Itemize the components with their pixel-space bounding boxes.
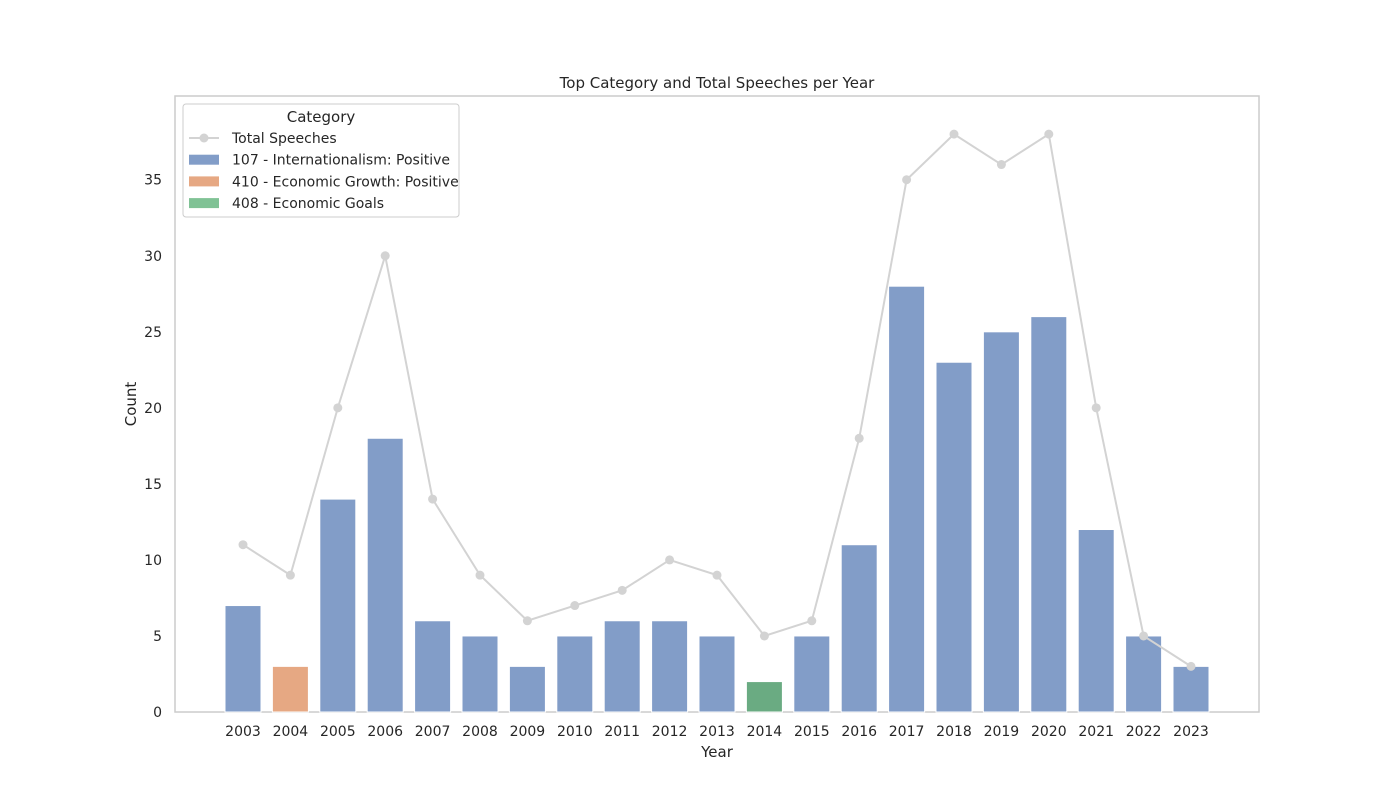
total-speeches-point-2019 (996, 160, 1006, 170)
x-tick-label-2023: 2023 (1173, 724, 1209, 740)
bar-2011 (603, 620, 641, 713)
bar-2008 (461, 635, 499, 713)
bar-2004 (271, 665, 309, 713)
x-tick-label-2019: 2019 (984, 724, 1020, 740)
bar-2022 (1125, 635, 1163, 713)
x-tick-label-2021: 2021 (1078, 724, 1114, 740)
y-ticks: 0 5 10 15 20 25 30 35 (144, 173, 162, 721)
total-speeches-point-2003 (238, 540, 248, 550)
bar-2003 (224, 605, 262, 713)
total-speeches-point-2023 (1186, 661, 1196, 671)
x-tick-label-2013: 2013 (699, 724, 735, 740)
bar-2013 (698, 635, 736, 713)
x-tick-label-2020: 2020 (1031, 724, 1067, 740)
legend: Category Total Speeches 107 - Internation… (182, 103, 460, 218)
x-tick-label-2012: 2012 (652, 724, 688, 740)
legend-bar-swatch (189, 198, 219, 209)
x-tick-label-2008: 2008 (462, 724, 498, 740)
x-axis-label: Year (700, 743, 734, 761)
y-tick-label-20: 20 (144, 401, 162, 417)
bar-2006 (366, 437, 404, 713)
total-speeches-point-2008 (475, 570, 485, 580)
bar-2018 (935, 361, 973, 713)
legend-entry-label: Total Speeches (231, 131, 337, 147)
total-speeches-point-2011 (617, 585, 627, 595)
bar-2012 (651, 620, 689, 713)
x-tick-label-2006: 2006 (367, 724, 403, 740)
bar-2005 (319, 498, 357, 713)
bar-2009 (508, 665, 546, 713)
y-tick-label-30: 30 (144, 249, 162, 265)
x-ticks: 2003 2004 2005 2006 2007 2008 2009 2010 2011 2012… (225, 724, 1209, 740)
bar-2017 (888, 285, 926, 713)
bar-2019 (982, 331, 1020, 713)
line-layer (238, 129, 1196, 671)
bars-layer (224, 285, 1210, 713)
bar-2016 (840, 544, 878, 713)
legend-entry-label: 408 - Economic Goals (232, 196, 384, 212)
bar-2014 (745, 681, 783, 713)
bar-2023 (1172, 665, 1210, 713)
y-tick-label-5: 5 (153, 629, 162, 645)
total-speeches-point-2017 (902, 175, 912, 185)
total-speeches-point-2020 (1044, 129, 1054, 139)
total-speeches-point-2007 (428, 494, 438, 504)
chart-title: Top Category and Total Speeches per Year (559, 74, 875, 92)
total-speeches-point-2006 (380, 251, 390, 261)
total-speeches-point-2022 (1139, 631, 1149, 641)
bar-2015 (793, 635, 831, 713)
total-speeches-point-2015 (807, 616, 817, 626)
bar-2020 (1030, 316, 1068, 713)
legend-bar-swatch (189, 154, 219, 165)
x-tick-label-2015: 2015 (794, 724, 830, 740)
total-speeches-point-2004 (285, 570, 295, 580)
x-tick-label-2005: 2005 (320, 724, 356, 740)
x-tick-label-2010: 2010 (557, 724, 593, 740)
legend-entry-label: 107 - Internationalism: Positive (232, 153, 450, 169)
x-tick-label-2017: 2017 (889, 724, 925, 740)
total-speeches-point-2013 (712, 570, 722, 580)
total-speeches-point-2005 (333, 403, 343, 413)
total-speeches-point-2014 (759, 631, 769, 641)
total-speeches-point-2018 (949, 129, 959, 139)
total-speeches-point-2016 (854, 433, 864, 443)
x-tick-label-2004: 2004 (273, 724, 309, 740)
legend-box (182, 103, 460, 218)
x-tick-label-2018: 2018 (936, 724, 972, 740)
total-speeches-point-2012 (665, 555, 675, 565)
legend-bar-swatch (189, 176, 219, 187)
y-tick-label-35: 35 (144, 173, 162, 189)
x-tick-label-2011: 2011 (604, 724, 640, 740)
x-tick-label-2022: 2022 (1126, 724, 1162, 740)
legend-entries: Total Speeches 107 - Internationalism: Po… (189, 131, 459, 212)
x-tick-label-2016: 2016 (841, 724, 877, 740)
bar-2021 (1077, 529, 1115, 713)
x-tick-label-2014: 2014 (747, 724, 783, 740)
y-tick-label-25: 25 (144, 325, 162, 341)
y-tick-label-0: 0 (153, 705, 162, 721)
bar-2007 (414, 620, 452, 713)
x-tick-label-2007: 2007 (415, 724, 451, 740)
total-speeches-point-2010 (570, 601, 580, 611)
legend-entry-label: 410 - Economic Growth: Positive (232, 174, 459, 190)
legend-title: Category (287, 108, 356, 126)
total-speeches-point-2021 (1091, 403, 1101, 413)
x-tick-label-2009: 2009 (510, 724, 546, 740)
total-speeches-point-2009 (522, 616, 532, 626)
y-tick-label-15: 15 (144, 477, 162, 493)
x-tick-label-2003: 2003 (225, 724, 261, 740)
y-axis-label: Count (122, 382, 140, 427)
y-tick-label-10: 10 (144, 553, 162, 569)
legend-marker-swatch (199, 133, 209, 143)
bar-2010 (556, 635, 594, 713)
